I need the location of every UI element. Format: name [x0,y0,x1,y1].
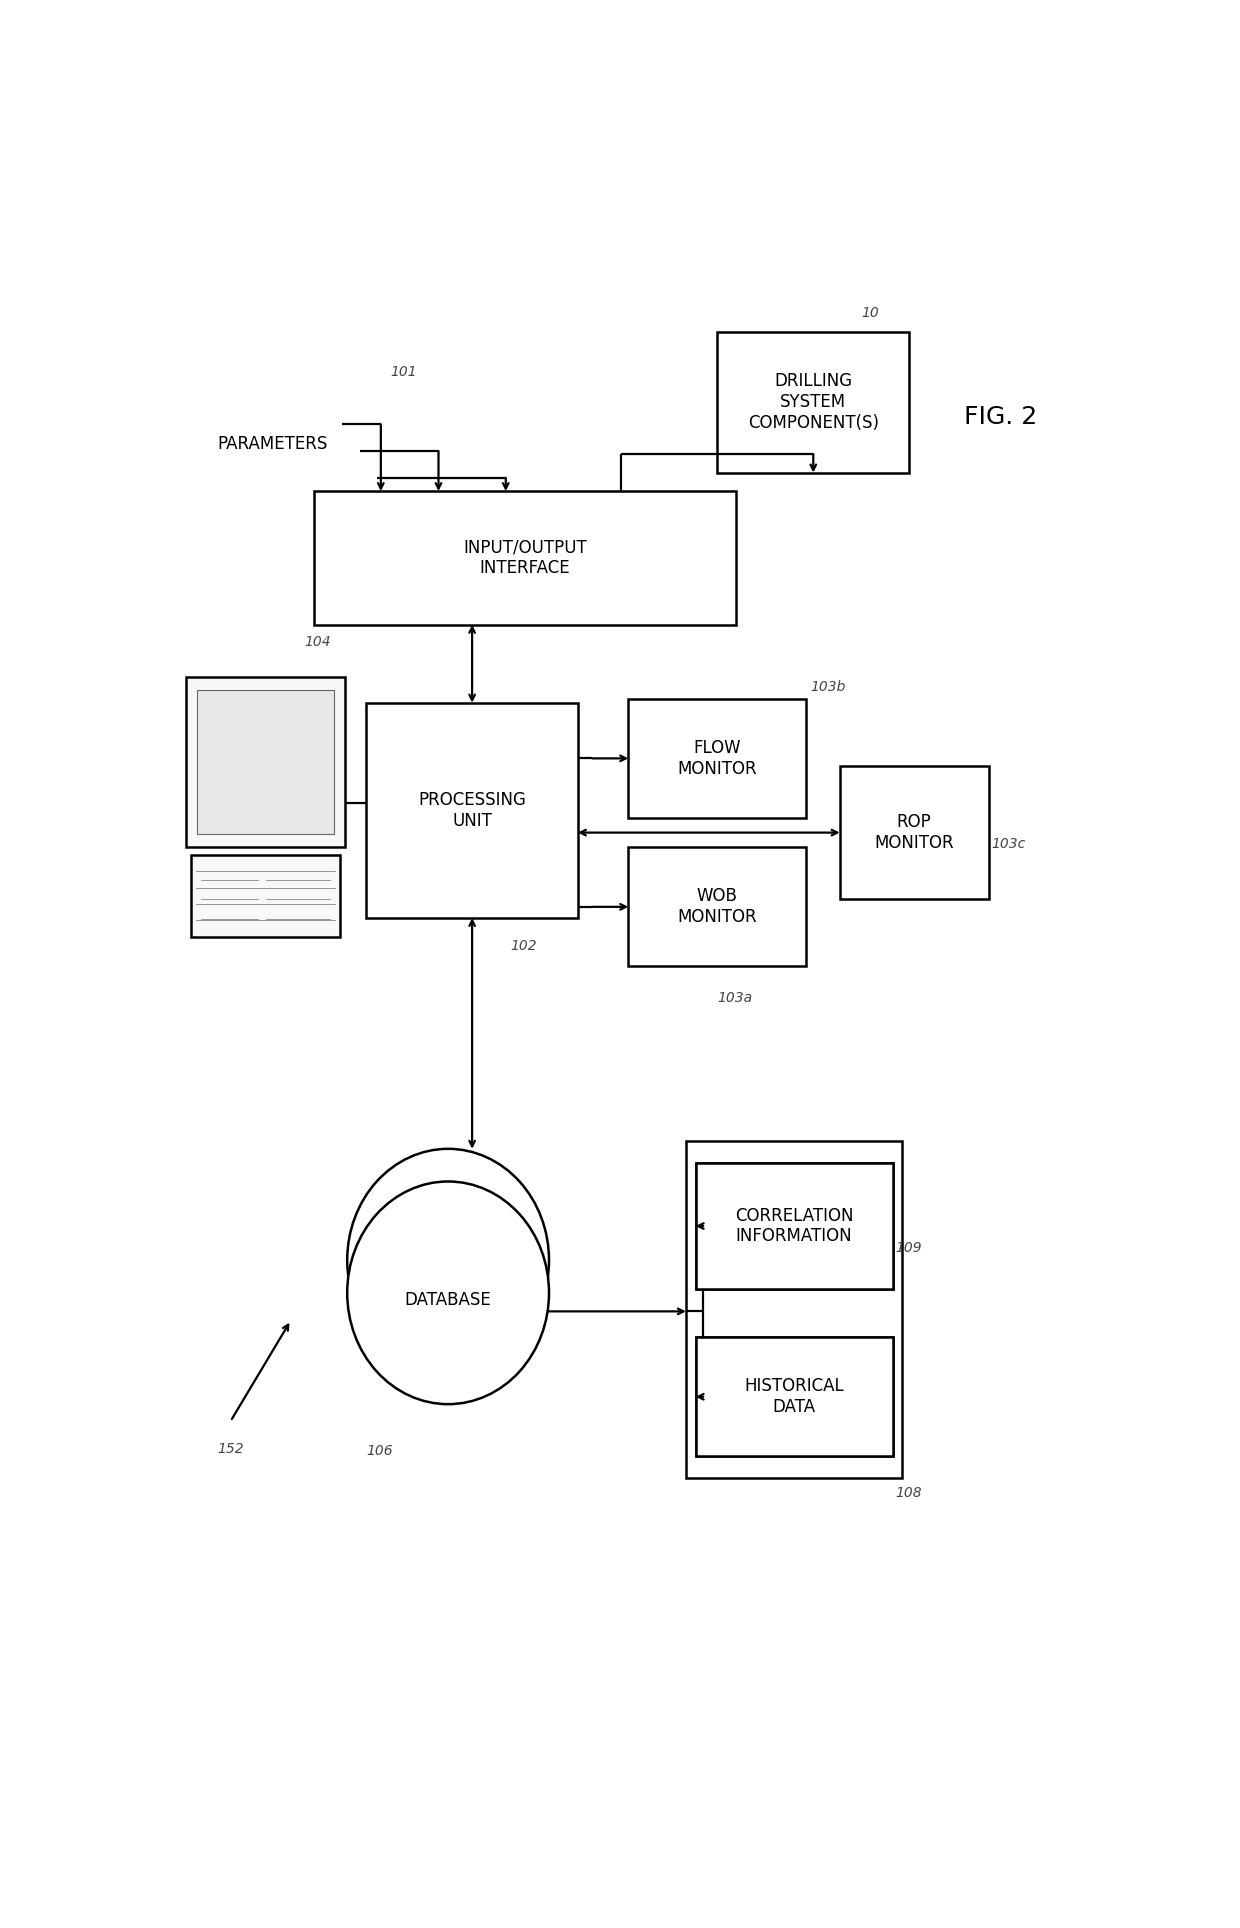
Text: 102: 102 [511,939,537,954]
Text: 103a: 103a [717,991,753,1006]
Bar [186,677,345,848]
Text: DATABASE: DATABASE [404,1292,491,1309]
Text: 10: 10 [862,305,879,320]
Text: CORRELATION
INFORMATION: CORRELATION INFORMATION [735,1207,853,1245]
Bar [696,1163,893,1290]
Text: INPUT/OUTPUT
INTERFACE: INPUT/OUTPUT INTERFACE [463,538,587,576]
Text: PROCESSING
UNIT: PROCESSING UNIT [418,790,526,829]
Text: 103b: 103b [811,681,846,694]
Text: 101: 101 [391,364,417,380]
Bar [686,1141,903,1479]
Ellipse shape [347,1182,549,1404]
Text: CORRELATION
INFORMATION: CORRELATION INFORMATION [735,1207,853,1245]
Text: DRILLING
SYSTEM
COMPONENT(S): DRILLING SYSTEM COMPONENT(S) [748,372,879,432]
Text: 108: 108 [895,1486,921,1500]
Text: PARAMETERS: PARAMETERS [217,434,327,453]
Bar [696,1338,893,1456]
Bar [839,765,988,898]
Bar [314,492,737,625]
Bar [696,1163,893,1290]
Ellipse shape [347,1149,549,1371]
Bar [696,1338,893,1456]
Bar [629,848,806,966]
Text: 109: 109 [895,1242,921,1255]
Bar [629,700,806,817]
Text: HISTORICAL
DATA: HISTORICAL DATA [744,1377,844,1417]
Text: FLOW
MONITOR: FLOW MONITOR [677,738,756,777]
Bar [717,332,909,472]
Bar [191,854,340,937]
Text: WOB
MONITOR: WOB MONITOR [677,887,756,925]
Text: HISTORICAL
DATA: HISTORICAL DATA [744,1377,844,1417]
Text: FIG. 2: FIG. 2 [963,405,1038,428]
Text: ROP
MONITOR: ROP MONITOR [874,814,954,852]
Text: 103c: 103c [991,837,1025,852]
Bar [197,690,335,835]
Bar [367,702,578,918]
Text: 106: 106 [367,1444,393,1458]
Text: 104: 104 [304,634,331,650]
Text: 152: 152 [217,1442,244,1456]
